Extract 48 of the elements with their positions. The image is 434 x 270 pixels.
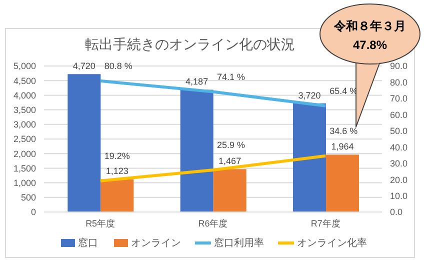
data-label: 1,467 [218,156,242,166]
legend-label: 窓口利用率 [214,236,264,250]
y2-tick-label: 50.0 [390,126,408,136]
y-tick-label: 2,500 [13,134,36,144]
y2-tick-label: 80.0 [390,77,408,88]
text: 47.8% [352,38,388,52]
y2-tick-label: 70.0 [390,94,408,104]
y-tick-label: 4,000 [13,90,36,100]
data-label: 3,720 [298,90,321,100]
legend-label: オンライン [131,237,181,250]
y2-tick-label: 30.0 [390,158,408,169]
legend-label: 窓口 [78,236,98,250]
y2-tick-label: 0.0 [390,207,403,218]
data-label: 34.6 % [330,126,358,136]
y2-tick-label: 10.0 [390,190,408,201]
data-label: 80.8 % [104,60,132,71]
y-tick-label: 3,500 [13,104,36,115]
y-tick-label: 2,000 [13,148,36,159]
y-tick-label: 5,000 [13,61,36,72]
y2-tick-label: 90.0 [390,61,408,72]
x-tick-label: R7年度 [310,218,340,228]
y2-tick-label: 60.0 [390,110,408,120]
bar [213,169,246,212]
bar [326,154,359,212]
bar [292,103,326,212]
x-tick-label: R5年度 [86,218,116,228]
y-tick-label: 500 [20,192,36,203]
data-label: 4,187 [186,76,208,87]
x-tick-label: R6年度 [198,218,228,228]
bar [68,74,101,212]
data-label: 25.9 % [217,140,246,150]
y-tick-label: 4,500 [13,76,36,86]
text: 令和８年３月 [333,18,407,35]
legend-label: オンライン化率 [297,236,367,250]
bar [100,179,134,212]
y2-tick-label: 20.0 [390,174,408,185]
y2-tick-label: 40.0 [390,142,408,152]
data-label: 4,720 [72,61,96,72]
bar [180,90,214,212]
chart-title: 転出手続きのオンライン化の状況 [84,36,296,54]
data-label: 1,123 [106,166,128,176]
data-label: 19.2% [104,150,130,161]
y-tick-label: 1,500 [13,163,36,174]
y-tick-label: 3,000 [13,120,36,130]
data-label: 74.1 % [217,72,246,82]
y-tick-label: 0 [30,207,36,218]
data-label: 1,964 [331,142,354,152]
y-tick-label: 1,000 [13,178,36,188]
